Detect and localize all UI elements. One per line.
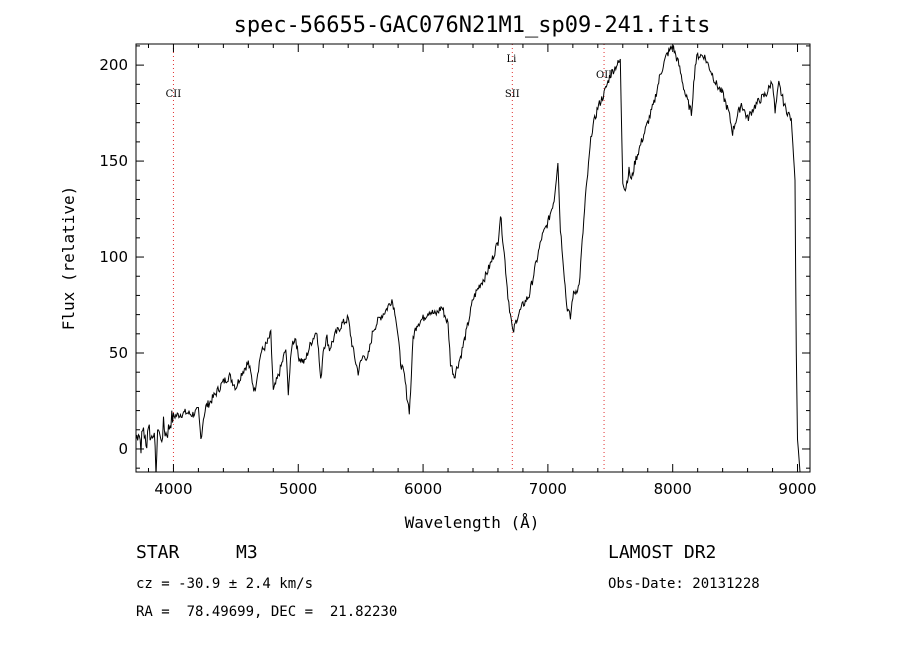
y-tick-label: 50 [109, 344, 128, 362]
plot-area: CII SII Li OII [135, 43, 811, 473]
plot-frame [135, 43, 811, 473]
line-markers: CII SII Li OII [166, 44, 612, 472]
survey-name: LAMOST DR2 [608, 542, 717, 563]
redshift-text: cz = -30.9 ± 2.4 km/s [136, 576, 314, 592]
object-type: STAR [136, 542, 180, 563]
marker-label-oii: OII [596, 70, 612, 81]
object-subclass: M3 [236, 542, 258, 563]
y-tick-label: 150 [99, 152, 128, 170]
x-axis: 4000 5000 6000 7000 8000 9000 [147, 44, 817, 498]
coordinates: RA = 78.49699, DEC = 21.82230 [136, 604, 398, 620]
obs-date: Obs-Date: 20131228 [608, 576, 760, 592]
x-tick-label: 7000 [529, 480, 567, 498]
series-group [136, 45, 801, 472]
marker-label-cii: CII [166, 89, 182, 100]
marker-label-sii: SII [505, 89, 520, 100]
x-tick-label: 9000 [778, 480, 816, 498]
y-axis-label: Flux (relative) [59, 186, 78, 331]
x-tick-label: 8000 [654, 480, 692, 498]
spectrum-line [136, 45, 801, 472]
y-tick-label: 100 [99, 248, 128, 266]
x-axis-label: Wavelength (Å) [405, 513, 540, 532]
y-tick-label: 200 [99, 56, 128, 74]
y-axis: 0 50 100 150 200 [99, 45, 810, 469]
x-tick-label: 5000 [279, 480, 317, 498]
marker-label-li: Li [507, 54, 517, 65]
x-tick-label: 6000 [404, 480, 442, 498]
x-tick-label: 4000 [154, 480, 192, 498]
y-tick-label: 0 [118, 440, 128, 458]
chart-title: spec-56655-GAC076N21M1_sp09-241.fits [234, 13, 711, 38]
